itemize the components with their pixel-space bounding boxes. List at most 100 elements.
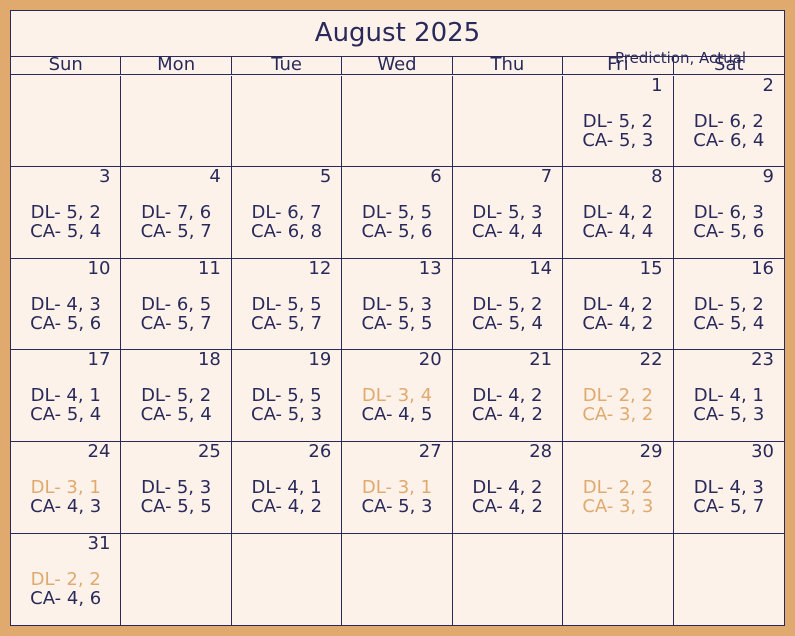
dl-prediction-actual: DL- 4, 1 (693, 385, 764, 407)
day-number: 6 (430, 166, 442, 188)
day-cell-21: 21 DL- 4, 2 CA- 4, 2 (452, 350, 564, 443)
day-cell-3: 3 DL- 5, 2 CA- 5, 4 (11, 166, 122, 259)
weekday-thu: Thu (453, 56, 564, 74)
dl-prediction-actual: DL- 5, 5 (251, 293, 322, 315)
ca-prediction-actual: CA- 4, 2 (251, 496, 323, 518)
day-number: 5 (319, 166, 332, 188)
day-number: 24 (87, 441, 111, 463)
ca-prediction-actual: CA- 5, 6 (693, 221, 765, 243)
ca-prediction-actual: CA- 5, 6 (361, 221, 433, 243)
day-number: 31 (87, 532, 111, 554)
ca-prediction-actual: CA- 5, 7 (140, 221, 212, 243)
empty-cell (121, 533, 232, 626)
dl-prediction-actual: DL- 6, 3 (693, 202, 764, 224)
day-cell-25: 25 DL- 5, 3 CA- 5, 5 (121, 441, 232, 534)
ca-prediction-actual: CA- 5, 4 (140, 404, 212, 426)
empty-cell (232, 533, 343, 626)
day-cell-1: 1 DL- 5, 2 CA- 5, 3 (563, 75, 674, 168)
empty-cell (452, 75, 564, 168)
dl-prediction-actual: DL- 5, 3 (472, 202, 543, 224)
day-cell-29: 29 DL- 2, 2 CA- 3, 3 (563, 441, 674, 534)
ca-prediction-actual: CA- 5, 4 (693, 312, 765, 334)
ca-prediction-actual: CA- 5, 4 (30, 221, 102, 243)
ca-prediction-actual: CA- 5, 7 (693, 496, 765, 518)
ca-prediction-actual: CA- 3, 3 (582, 496, 654, 518)
weekday-header-row: Sun Mon Tue Wed Thu Fri Sat (11, 56, 784, 75)
day-number: 10 (87, 257, 111, 279)
day-number: 17 (87, 349, 111, 371)
header-divider (11, 56, 784, 57)
dl-prediction-actual: DL- 2, 2 (30, 568, 101, 590)
day-number: 8 (651, 166, 663, 188)
ca-prediction-actual: CA- 6, 8 (251, 221, 323, 243)
day-cell-11: 11 DL- 6, 5 CA- 5, 7 (121, 258, 232, 351)
day-cell-6: 6 DL- 5, 5 CA- 5, 6 (342, 166, 453, 259)
day-number: 30 (751, 441, 774, 463)
day-cell-10: 10 DL- 4, 3 CA- 5, 6 (11, 257, 122, 351)
dl-prediction-actual: DL- 5, 5 (251, 385, 322, 407)
weekday-sun: Sun (11, 56, 122, 74)
day-cell-22: 22 DL- 2, 2 CA- 3, 2 (563, 350, 674, 443)
day-number: 7 (540, 166, 553, 188)
day-number: 9 (762, 166, 774, 188)
dl-prediction-actual: DL- 6, 7 (251, 202, 322, 224)
dl-prediction-actual: DL- 5, 3 (361, 293, 433, 315)
ca-prediction-actual: CA- 6, 4 (693, 129, 765, 151)
dl-prediction-actual: DL- 4, 3 (693, 477, 764, 499)
dl-prediction-actual: DL- 4, 2 (472, 385, 543, 407)
day-cell-9: 9 DL- 6, 3 CA- 5, 6 (673, 166, 784, 259)
day-number: 25 (197, 441, 221, 463)
dl-prediction-actual: DL- 5, 5 (361, 202, 433, 224)
empty-cell (121, 75, 232, 168)
ca-prediction-actual: CA- 5, 3 (582, 129, 654, 151)
dl-prediction-actual: DL- 5, 3 (141, 477, 212, 499)
day-number: 19 (308, 349, 332, 371)
weekday-wed: Wed (342, 56, 453, 74)
day-number: 4 (209, 166, 221, 188)
empty-cell (674, 534, 784, 626)
ca-prediction-actual: CA- 4, 2 (471, 404, 543, 426)
dl-prediction-actual: DL- 4, 2 (472, 477, 543, 499)
dl-prediction-actual: DL- 3, 1 (30, 477, 101, 499)
day-number: 29 (639, 441, 663, 463)
legend-text: Prediction, Actual (614, 49, 746, 67)
ca-prediction-actual: CA- 5, 4 (471, 312, 543, 334)
day-cell-26: 26 DL- 4, 1 CA- 4, 2 (231, 441, 343, 534)
day-number: 16 (751, 257, 774, 279)
empty-cell (342, 533, 453, 626)
day-cell-8: 8 DL- 4, 2 CA- 4, 4 (563, 166, 674, 259)
dl-prediction-actual: DL- 4, 1 (30, 385, 101, 407)
day-cell-5: 5 DL- 6, 7 CA- 6, 8 (231, 166, 343, 259)
empty-cell (342, 75, 453, 168)
dl-prediction-actual: DL- 6, 5 (141, 293, 212, 315)
day-cell-12: 12 DL- 5, 5 CA- 5, 7 (231, 258, 343, 351)
dl-prediction-actual: DL- 3, 1 (361, 477, 433, 499)
day-number: 26 (308, 441, 332, 463)
day-cell-4: 4 DL- 7, 6 CA- 5, 7 (121, 166, 232, 259)
day-number: 14 (529, 257, 553, 279)
day-number: 3 (98, 166, 111, 188)
dl-prediction-actual: DL- 3, 4 (361, 385, 433, 407)
day-cell-31: 31 DL- 2, 2 CA- 4, 6 (11, 532, 122, 626)
dl-prediction-actual: DL- 4, 1 (251, 477, 322, 499)
day-cell-20: 20 DL- 3, 4 CA- 4, 5 (342, 350, 453, 443)
day-number: 18 (197, 349, 221, 371)
dl-prediction-actual: DL- 5, 2 (141, 385, 212, 407)
ca-prediction-actual: CA- 4, 4 (582, 221, 654, 243)
day-cell-7: 7 DL- 5, 3 CA- 4, 4 (452, 166, 564, 259)
weekday-mon: Mon (121, 56, 232, 74)
weekday-tue: Tue (232, 56, 343, 74)
day-cell-30: 30 DL- 4, 3 CA- 5, 7 (673, 441, 784, 534)
day-cell-24: 24 DL- 3, 1 CA- 4, 3 (11, 441, 122, 534)
day-cell-2: 2 DL- 6, 2 CA- 6, 4 (673, 75, 784, 168)
empty-cell (453, 533, 564, 626)
day-cell-13: 13 DL- 5, 3 CA- 5, 5 (342, 258, 453, 351)
ca-prediction-actual: CA- 4, 5 (361, 404, 433, 426)
dl-prediction-actual: DL- 5, 2 (30, 202, 101, 224)
day-number: 27 (418, 441, 442, 463)
empty-cell (231, 75, 343, 168)
empty-cell (563, 533, 674, 626)
dl-prediction-actual: DL- 4, 3 (30, 293, 101, 315)
day-cell-19: 19 DL- 5, 5 CA- 5, 3 (231, 349, 343, 443)
ca-prediction-actual: CA- 4, 2 (471, 496, 543, 518)
